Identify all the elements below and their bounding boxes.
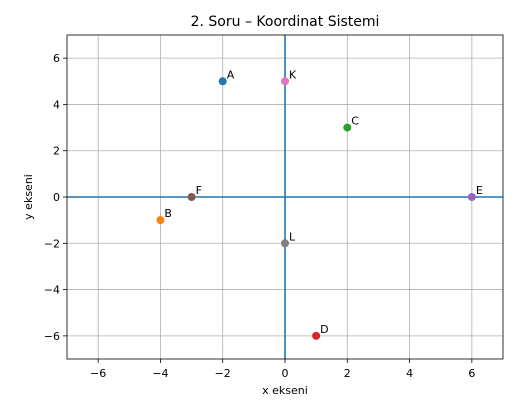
point-l-label: L bbox=[289, 230, 296, 243]
point-b-marker bbox=[156, 216, 165, 225]
data-points: A B C D E F K L bbox=[156, 68, 483, 340]
x-tick-label: 6 bbox=[468, 367, 475, 380]
y-tick-label: 6 bbox=[53, 52, 60, 65]
plot-frame bbox=[66, 34, 504, 360]
y-tick-label: 0 bbox=[53, 191, 60, 204]
x-tick-label: 0 bbox=[282, 367, 289, 380]
point-e-marker bbox=[467, 193, 476, 201]
x-tick-label: 4 bbox=[406, 367, 413, 380]
point-c-label: C bbox=[351, 115, 359, 128]
axis-lines bbox=[67, 35, 503, 359]
point-c-marker bbox=[343, 123, 352, 132]
y-tick-label: −6 bbox=[44, 330, 60, 343]
y-tick-label: 4 bbox=[53, 98, 60, 111]
point-d-label: D bbox=[320, 323, 328, 336]
chart-title: 2. Soru – Koordinat Sistemi bbox=[191, 14, 380, 30]
point-d-marker bbox=[312, 331, 321, 340]
x-tick-label: −2 bbox=[215, 367, 231, 380]
point-a-label: A bbox=[227, 68, 235, 81]
x-tick-label: 2 bbox=[344, 367, 351, 380]
point-e-label: E bbox=[476, 184, 483, 197]
x-tick-label: −4 bbox=[152, 367, 168, 380]
point-b-label: B bbox=[164, 207, 172, 220]
point-k-marker bbox=[281, 77, 289, 86]
point-k-label: K bbox=[289, 68, 297, 81]
point-f-label: F bbox=[196, 184, 202, 197]
x-axis-label: x ekseni bbox=[262, 384, 308, 397]
y-tick-label: −4 bbox=[44, 284, 60, 297]
point-l-marker bbox=[281, 239, 289, 248]
point-a-marker bbox=[218, 77, 227, 86]
x-tick-label: −6 bbox=[90, 367, 106, 380]
y-tick-label: 2 bbox=[53, 145, 60, 158]
y-tick-label: −2 bbox=[44, 237, 60, 250]
y-axis-label: y ekseni bbox=[22, 174, 35, 220]
point-f-marker bbox=[187, 193, 196, 201]
tick-marks: −6 −4 −2 0 2 4 6 −6 −4 −2 0 2 4 6 bbox=[44, 52, 476, 380]
